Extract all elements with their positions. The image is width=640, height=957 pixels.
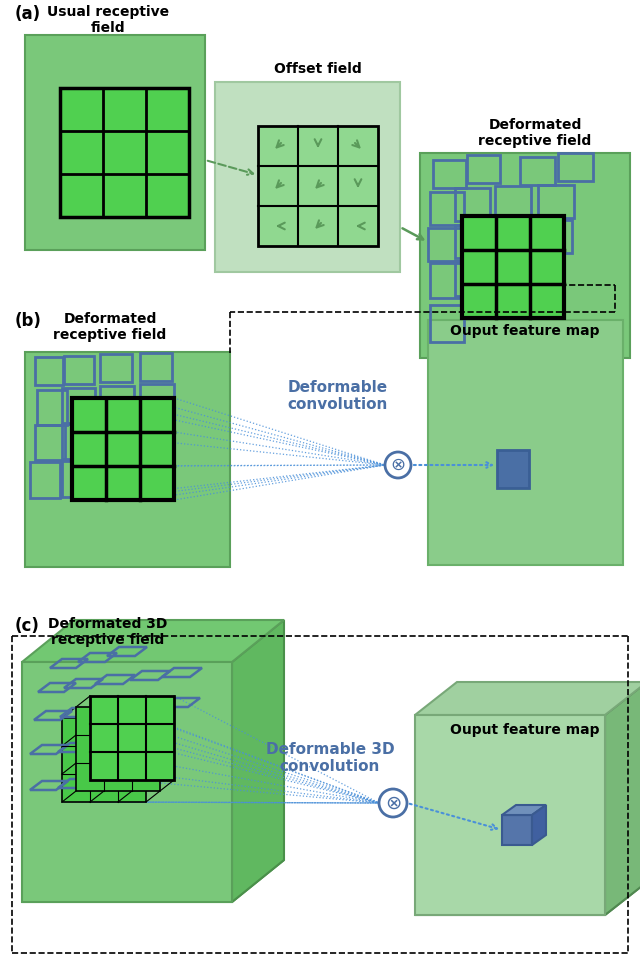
Text: Deformated
receptive field: Deformated receptive field: [53, 312, 166, 343]
Bar: [538, 185, 574, 218]
Bar: [455, 188, 490, 221]
Bar: [64, 356, 94, 384]
Bar: [25, 352, 230, 567]
Bar: [215, 82, 400, 272]
Bar: [433, 160, 466, 188]
Bar: [25, 35, 205, 250]
Text: Offset field: Offset field: [274, 62, 362, 76]
Bar: [455, 225, 490, 258]
Polygon shape: [415, 682, 640, 715]
Bar: [62, 388, 95, 423]
Text: Ouput feature map: Ouput feature map: [451, 723, 600, 737]
Text: Deformable 3D
convolution: Deformable 3D convolution: [266, 742, 394, 774]
Text: Deformated 3D
receptive field: Deformated 3D receptive field: [48, 617, 168, 647]
Bar: [140, 459, 174, 495]
Bar: [140, 384, 174, 419]
Polygon shape: [22, 620, 284, 662]
Polygon shape: [532, 805, 546, 845]
Text: ⊗: ⊗: [385, 793, 401, 812]
Bar: [62, 424, 95, 459]
Text: ⊗: ⊗: [390, 456, 406, 474]
Polygon shape: [232, 620, 284, 902]
Bar: [62, 718, 146, 802]
Bar: [140, 422, 174, 457]
Bar: [428, 228, 462, 261]
Bar: [497, 222, 533, 255]
Bar: [140, 353, 172, 381]
Text: Deformated
receptive field: Deformated receptive field: [478, 118, 591, 148]
Bar: [37, 390, 67, 425]
Bar: [72, 398, 174, 500]
Bar: [430, 263, 464, 298]
Bar: [430, 192, 464, 225]
Bar: [60, 88, 189, 217]
Polygon shape: [415, 882, 640, 915]
Bar: [520, 157, 555, 185]
Bar: [495, 186, 531, 219]
Text: Ouput feature map: Ouput feature map: [451, 324, 600, 338]
Text: Deformable
convolution: Deformable convolution: [288, 380, 388, 412]
Bar: [22, 662, 232, 902]
Bar: [62, 461, 95, 497]
Bar: [258, 126, 378, 246]
Bar: [536, 220, 572, 253]
Polygon shape: [22, 860, 284, 902]
Bar: [462, 216, 564, 318]
Text: (a): (a): [15, 5, 41, 23]
Bar: [420, 153, 630, 358]
Circle shape: [385, 452, 411, 478]
Bar: [415, 715, 605, 915]
Bar: [558, 153, 593, 181]
Bar: [100, 354, 132, 382]
Bar: [35, 357, 63, 385]
Circle shape: [379, 789, 407, 817]
Bar: [100, 423, 134, 458]
Bar: [100, 386, 134, 421]
Bar: [76, 707, 160, 791]
Bar: [502, 815, 532, 845]
Polygon shape: [605, 682, 640, 915]
Bar: [100, 460, 134, 496]
Bar: [467, 155, 500, 183]
Bar: [428, 320, 623, 565]
Bar: [35, 425, 65, 460]
Bar: [497, 450, 529, 488]
Text: Usual receptive
field: Usual receptive field: [47, 5, 169, 35]
Bar: [90, 696, 174, 780]
Polygon shape: [502, 805, 546, 815]
Bar: [30, 462, 60, 498]
Bar: [455, 261, 490, 296]
Text: (c): (c): [15, 617, 40, 635]
Bar: [430, 305, 464, 342]
Text: (b): (b): [15, 312, 42, 330]
